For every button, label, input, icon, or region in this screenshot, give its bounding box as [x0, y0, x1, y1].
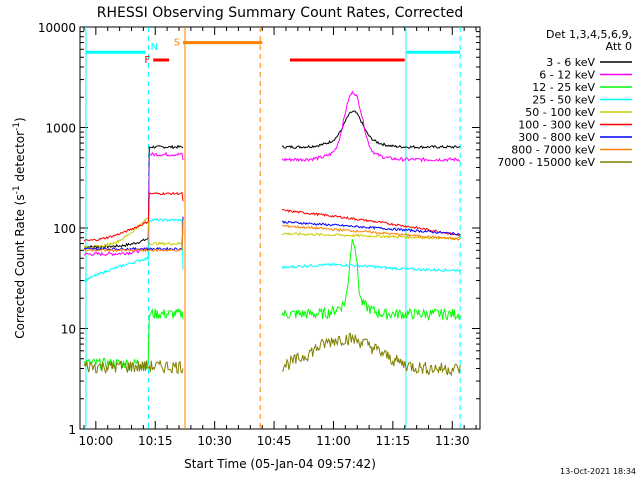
x-tick-label: 11:15 — [376, 434, 411, 448]
series-line — [83, 90, 461, 257]
legend-label: 25 - 50 keV — [532, 94, 595, 107]
x-tick-label: 10:30 — [197, 434, 232, 448]
legend-label: 800 - 7000 keV — [511, 144, 595, 157]
series-line — [83, 216, 461, 251]
footer-timestamp: 13-Oct-2021 18:34 — [560, 467, 636, 476]
y-tick-label: 100 — [53, 222, 76, 236]
plot-area: FN S — [83, 27, 461, 429]
y-tick-label: 1 — [68, 423, 76, 437]
y-axis: 1 10 100 1000 10000 — [38, 21, 480, 437]
x-tick-label: 10:15 — [138, 434, 173, 448]
flag-label: S — [174, 38, 180, 49]
series-line — [83, 238, 461, 372]
flag-label: F — [144, 55, 150, 66]
legend-header-line-1: Det 1,3,4,5,6,9, — [546, 28, 632, 41]
legend-label: 6 - 12 keV — [539, 69, 595, 82]
x-tick-label: 11:00 — [316, 434, 351, 448]
chart-title: RHESSI Observing Summary Count Rates, Co… — [97, 5, 463, 21]
x-axis: 10:00 10:15 10:30 10:45 11:00 11:15 11:30 — [79, 27, 477, 448]
legend-header-line-2: Att 0 — [606, 40, 632, 53]
legend-label: 50 - 100 keV — [525, 106, 595, 119]
x-tick-label: 10:00 — [79, 434, 114, 448]
legend-label: 300 - 800 keV — [518, 131, 595, 144]
x-tick-label: 10:45 — [257, 434, 292, 448]
legend-label: 100 - 300 keV — [518, 119, 595, 132]
y-tick-label: 1000 — [45, 122, 76, 136]
legend-label: 12 - 25 keV — [532, 81, 595, 94]
y-tick-label: 10000 — [38, 21, 76, 35]
x-axis-label: Start Time (05-Jan-04 09:57:42) — [184, 457, 376, 471]
series-line — [83, 191, 461, 242]
series-line — [83, 220, 461, 253]
series-line — [83, 110, 461, 249]
legend-label: 3 - 6 keV — [546, 56, 595, 69]
y-axis-label: Corrected Count Rate (s-1 detector-1) — [12, 117, 27, 338]
x-tick-label: 11:30 — [435, 434, 470, 448]
series-line — [83, 332, 461, 377]
y-tick-label: 10 — [61, 323, 76, 337]
flag-label: N — [151, 42, 158, 53]
series-line — [83, 217, 461, 283]
legend-label: 7000 - 15000 keV — [497, 156, 595, 169]
series-line — [83, 216, 461, 249]
